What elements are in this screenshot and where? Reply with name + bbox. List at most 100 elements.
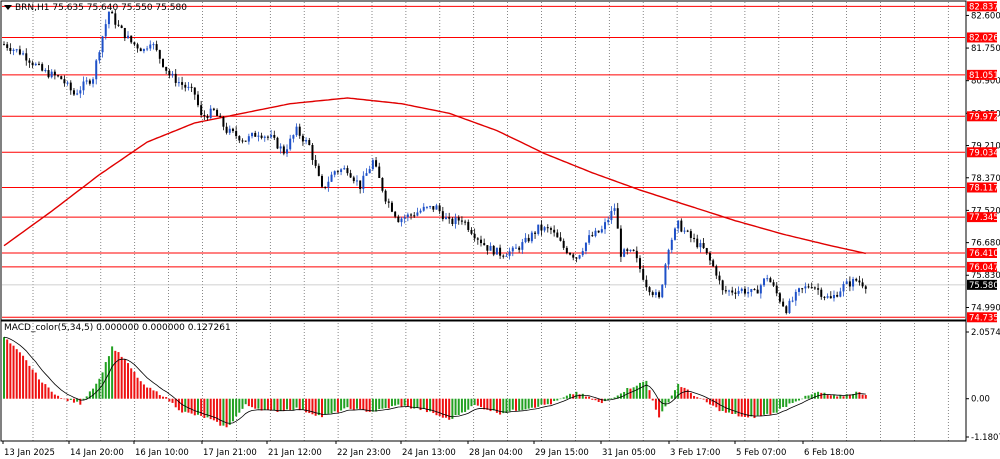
candle-bear (718, 275, 721, 281)
candle-bear (715, 266, 718, 276)
candle-bear (117, 24, 120, 26)
macd-bar (321, 398, 323, 418)
level-label-box (967, 312, 997, 323)
candle-bull (537, 224, 540, 234)
candle-bear (785, 306, 788, 314)
time-label: 5 Feb 07:00 (736, 448, 786, 458)
candle-bear (480, 239, 482, 244)
macd-bar (82, 398, 85, 401)
candle-bull (610, 210, 613, 221)
candle-bull (763, 278, 766, 286)
candle-bear (139, 48, 142, 52)
macd-bar (114, 350, 117, 399)
macd-bar (591, 398, 594, 400)
macd-bar (12, 345, 15, 399)
candle-bear (540, 224, 543, 231)
macd-bar (435, 398, 438, 416)
candle-bear (467, 221, 470, 230)
candle-bull (629, 249, 632, 251)
macd-bar (282, 398, 285, 411)
macd-bar (626, 387, 629, 399)
macd-bar (556, 398, 559, 401)
level-label-box (967, 182, 997, 193)
candle-bear (705, 248, 708, 254)
macd-bar (581, 393, 584, 399)
price-tick-label: 78.370 (971, 174, 1000, 184)
level-label: 76.410 (969, 249, 999, 259)
level-label-box (967, 111, 997, 122)
macd-bar (619, 393, 622, 399)
candle-bear (235, 130, 238, 137)
time-label: 21 Jan 12:00 (268, 448, 322, 458)
candle-bear (693, 237, 696, 239)
macd-bar (782, 398, 785, 408)
candle-bear (273, 134, 276, 138)
macd-bar (648, 390, 651, 399)
candle-bear (336, 171, 339, 173)
macd-bar (324, 398, 327, 415)
macd-bar (645, 380, 648, 399)
candle-bull (251, 132, 254, 137)
macd-bar (397, 398, 400, 405)
candle-bull (286, 149, 289, 154)
candle-bull (330, 174, 333, 182)
macd-bar (196, 398, 199, 415)
macd-bar (289, 398, 292, 411)
macd-bar (136, 377, 139, 399)
time-label: 3 Feb 17:00 (670, 448, 720, 458)
macd-bar (537, 398, 540, 407)
candle-bear (534, 232, 537, 234)
candle-bear (88, 80, 91, 84)
candle-bull (832, 294, 835, 299)
macd-bar (219, 398, 222, 426)
macd-bar (371, 398, 374, 412)
candle-bull (788, 300, 791, 314)
macd-bar (333, 398, 336, 412)
indicator-header[interactable]: MACD_color(5,34,5) 0.000000 0.000000 0.1… (4, 323, 231, 333)
dropdown-triangle-icon[interactable] (4, 5, 12, 10)
candle-bull (683, 230, 686, 232)
macd-bar (597, 398, 600, 403)
macd-bar (422, 398, 425, 410)
macd-bar (298, 398, 301, 411)
candle-bear (553, 229, 556, 233)
macd-bar (651, 398, 654, 401)
candle-bear (769, 278, 772, 283)
macd-bar (492, 398, 495, 411)
macd-bar (769, 398, 772, 415)
macd-bar (184, 398, 187, 412)
macd-bar (295, 398, 298, 408)
macd-bar (301, 398, 304, 410)
candle-bear (28, 60, 31, 63)
candle-bear (645, 279, 648, 288)
candle-bear (352, 177, 355, 182)
candle-bear (451, 218, 454, 225)
candle-bull (530, 232, 533, 242)
candle-bear (60, 76, 63, 80)
candle-bear (158, 50, 161, 59)
symbol-header[interactable]: BRN,H1 75.635 75.640 75.550 75.580 (4, 3, 187, 13)
macd-bar (149, 387, 152, 399)
macd-bar (810, 394, 813, 399)
macd-bar (712, 398, 715, 406)
macd-bar (740, 398, 743, 417)
time-label: 31 Jan 05:00 (602, 448, 656, 458)
candle-bear (206, 116, 209, 119)
candle-bull (82, 81, 85, 91)
macd-bar (387, 398, 390, 409)
candle-bear (864, 286, 867, 289)
candle-bull (50, 71, 53, 78)
candle-bull (524, 237, 527, 243)
macd-bar (855, 391, 858, 399)
macd-bar (610, 398, 613, 399)
macd-bar (460, 398, 463, 413)
candle-bull (403, 217, 406, 219)
candle-bull (400, 218, 403, 223)
macd-bar (613, 397, 616, 399)
candle-bear (848, 281, 851, 287)
macd-bar (181, 398, 184, 413)
level-label-box (967, 32, 997, 43)
candle-bear (390, 202, 393, 212)
candle-bear (298, 126, 301, 136)
